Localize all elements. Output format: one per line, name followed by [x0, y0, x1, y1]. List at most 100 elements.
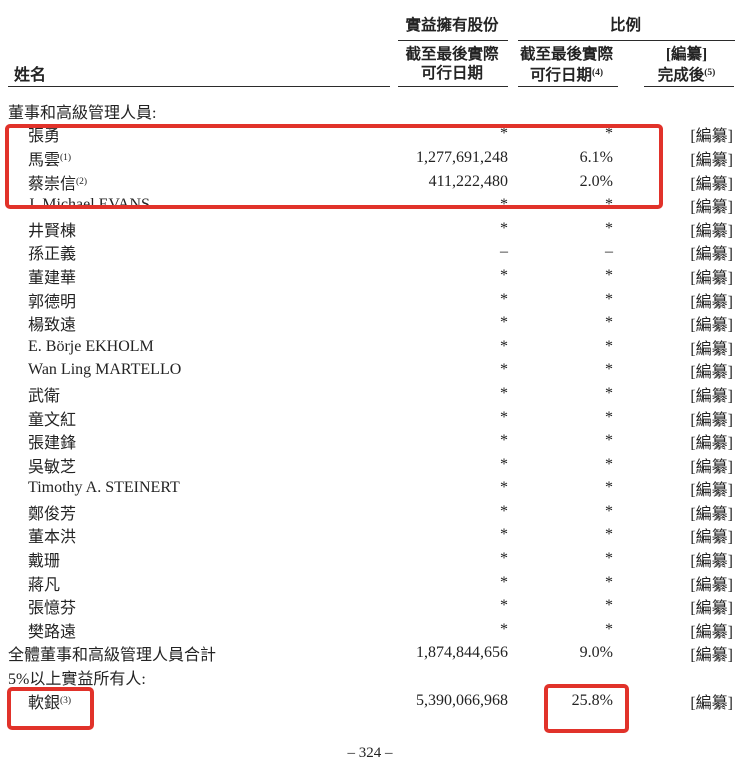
table-row: 全體董事和高級管理人員合計 1,874,844,656 9.0% [編纂]: [8, 642, 733, 666]
person-name: 軟銀: [28, 694, 61, 712]
table-row: 董本洪 * * [編纂]: [8, 524, 733, 548]
percentage-cell: –: [605, 243, 613, 261]
person-name: 張勇: [28, 128, 61, 146]
header-line: 可行日期: [420, 65, 483, 82]
name-cell: 董建華: [8, 264, 378, 288]
name-cell: 張建鋒: [8, 429, 378, 453]
percentage-cell: *: [605, 125, 613, 143]
column-group-shares: 實益擁有股份: [405, 17, 499, 34]
name-cell: 5%以上實益所有人:: [8, 665, 378, 689]
shares-cell: *: [500, 384, 508, 402]
percentage-cell: *: [605, 219, 613, 237]
name-cell: 戴珊: [8, 547, 378, 571]
name-cell: 蔣凡: [8, 571, 378, 595]
rule-under-ratio-after-column: [644, 86, 734, 87]
table-row: 武衛 * * [編纂]: [8, 382, 733, 406]
table-row: 5%以上實益所有人:: [8, 665, 733, 689]
percentage-cell: *: [605, 290, 613, 308]
table-row: J. Michael EVANS * * [編纂]: [8, 193, 733, 217]
header-line: 截至最後實際: [405, 46, 499, 63]
footnote-ref: (3): [60, 695, 72, 706]
rule-under-ratio-current-column: [518, 86, 618, 87]
redacted-cell: [編纂]: [690, 623, 733, 641]
footnote-ref: (2): [76, 176, 88, 187]
redacted-cell: [編纂]: [690, 317, 733, 335]
redacted-cell: [編纂]: [690, 505, 733, 523]
redacted-cell: [編纂]: [690, 482, 733, 500]
header-line: 截至最後實際: [519, 46, 613, 63]
percentage-cell: *: [605, 502, 613, 520]
name-cell: 郭德明: [8, 288, 378, 312]
table-row: E. Börje EKHOLM * * [編纂]: [8, 335, 733, 359]
table-row: 戴珊 * * [編纂]: [8, 547, 733, 571]
shares-cell: *: [500, 125, 508, 143]
person-name: 5%以上實益所有人:: [8, 671, 146, 689]
percentage-cell: *: [605, 526, 613, 544]
percentage-cell: *: [605, 408, 613, 426]
shares-cell: *: [500, 196, 508, 214]
table-row: 軟銀(3) 5,390,066,968 25.8% [編纂]: [8, 689, 733, 713]
shares-cell: *: [500, 432, 508, 450]
person-name: 童文紅: [28, 411, 77, 429]
percentage-cell: 9.0%: [579, 644, 613, 662]
shares-cell: –: [500, 243, 508, 261]
person-name: Wan Ling MARTELLO: [28, 361, 182, 379]
table-row: 張憶芬 * * [編纂]: [8, 594, 733, 618]
percentage-cell: *: [605, 196, 613, 214]
person-name: 張憶芬: [28, 600, 77, 618]
rule-under-shares-column: [398, 86, 508, 87]
person-name: 董建華: [28, 269, 77, 287]
rule-under-name-column: [8, 86, 390, 87]
table-row: 董事和高級管理人員:: [8, 99, 733, 123]
redacted-cell: [編纂]: [690, 647, 733, 665]
redacted-cell: [編纂]: [690, 175, 733, 193]
table-row: 鄭俊芳 * * [編纂]: [8, 500, 733, 524]
person-name: 郭德明: [28, 293, 77, 311]
redacted-cell: [編纂]: [690, 576, 733, 594]
footnote-ref: (1): [60, 152, 72, 163]
name-cell: 武衛: [8, 382, 378, 406]
person-name: E. Börje EKHOLM: [28, 337, 154, 355]
shares-cell: *: [500, 526, 508, 544]
shares-cell: *: [500, 620, 508, 638]
footnote-ref-5: (5): [704, 68, 716, 78]
percentage-cell: *: [605, 455, 613, 473]
table-row: 馬雲(1) 1,277,691,248 6.1% [編纂]: [8, 146, 733, 170]
name-cell: 軟銀(3): [8, 689, 378, 713]
percentage-cell: *: [605, 432, 613, 450]
header-line: 可行日期(4): [529, 67, 604, 84]
redacted-cell: [編纂]: [690, 435, 733, 453]
person-name: J. Michael EVANS: [28, 196, 150, 214]
shares-cell: *: [500, 573, 508, 591]
name-cell: 馬雲(1): [8, 146, 378, 170]
person-name: 蔡崇信: [28, 175, 77, 193]
shares-cell: *: [500, 455, 508, 473]
percentage-cell: *: [605, 620, 613, 638]
redacted-cell: [編纂]: [690, 458, 733, 476]
shares-cell: *: [500, 314, 508, 332]
name-cell: E. Börje EKHOLM: [8, 338, 378, 356]
redacted-cell: [編纂]: [690, 246, 733, 264]
redacted-cell: [編纂]: [690, 128, 733, 146]
name-cell: 張勇: [8, 122, 378, 146]
shares-cell: *: [500, 502, 508, 520]
person-name: 馬雲: [28, 151, 61, 169]
person-name: 井賢棟: [28, 222, 77, 240]
name-cell: 吳敏芝: [8, 453, 378, 477]
percentage-cell: *: [605, 384, 613, 402]
shares-cell: 1,277,691,248: [416, 148, 508, 166]
percentage-cell: *: [605, 550, 613, 568]
shares-cell: *: [500, 479, 508, 497]
percentage-cell: *: [605, 479, 613, 497]
name-cell: J. Michael EVANS: [8, 196, 378, 214]
table-row: 井賢棟 * * [編纂]: [8, 217, 733, 241]
table-row: 童文紅 * * [編纂]: [8, 406, 733, 430]
name-cell: 樊路遠: [8, 618, 378, 642]
shares-cell: *: [500, 361, 508, 379]
table-row: 張勇 * * [編纂]: [8, 123, 733, 147]
percentage-cell: *: [605, 314, 613, 332]
name-cell: 孫正義: [8, 240, 378, 264]
redacted-cell: [編纂]: [690, 340, 733, 358]
table-row: 吳敏芝 * * [編纂]: [8, 453, 733, 477]
person-name: 鄭俊芳: [28, 505, 77, 523]
